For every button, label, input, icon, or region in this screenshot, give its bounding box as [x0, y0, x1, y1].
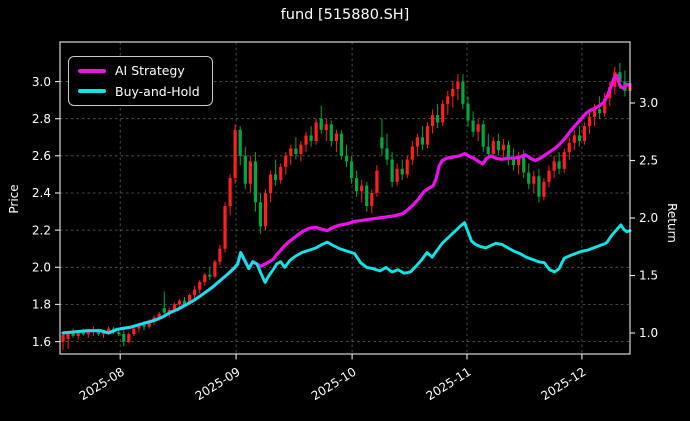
ai-strategy-line-swatch: [78, 68, 106, 73]
x-tick-label: 2025-12: [539, 365, 589, 403]
return-tick-label: 2.0: [639, 211, 658, 225]
x-tick-label: 2025-11: [424, 365, 474, 403]
price-tick-label: 2.2: [32, 223, 51, 237]
candles-layer: [61, 63, 632, 350]
legend-label-ai-strategy: AI Strategy: [115, 63, 185, 78]
x-tick-label: 2025-08: [77, 365, 127, 403]
x-tick-label: 2025-10: [309, 365, 359, 403]
x-tick-label: 2025-09: [193, 365, 243, 403]
price-tick-label: 1.8: [32, 298, 51, 312]
buy-and-hold-line-swatch: [78, 89, 106, 94]
plot-border: [59, 41, 631, 355]
axis-ticks: [55, 81, 635, 360]
legend: AI Strategy Buy-and-Hold: [68, 56, 213, 107]
chart-title: fund [515880.SH]: [280, 7, 410, 23]
grid: [60, 42, 630, 354]
ai-strategy-line: [61, 73, 632, 335]
return-tick-label: 2.5: [639, 154, 658, 168]
price-tick-label: 2.8: [32, 112, 51, 126]
price-tick-label: 2.4: [32, 186, 51, 200]
buy-and-hold-line: [61, 221, 632, 335]
price-tick-label: 2.0: [32, 261, 51, 275]
legend-label-buy-and-hold: Buy-and-Hold: [115, 83, 200, 99]
price-tick-label: 1.6: [32, 335, 51, 349]
return-tick-label: 3.0: [639, 96, 658, 110]
legend-row-buy-and-hold: Buy-and-Hold: [78, 84, 200, 100]
return-tick-label: 1.0: [639, 326, 658, 340]
price-tick-label: 2.6: [32, 149, 51, 163]
legend-row-ai-strategy: AI Strategy: [78, 63, 200, 79]
price-tick-label: 3.0: [32, 75, 51, 89]
return-tick-label: 1.5: [639, 269, 658, 283]
